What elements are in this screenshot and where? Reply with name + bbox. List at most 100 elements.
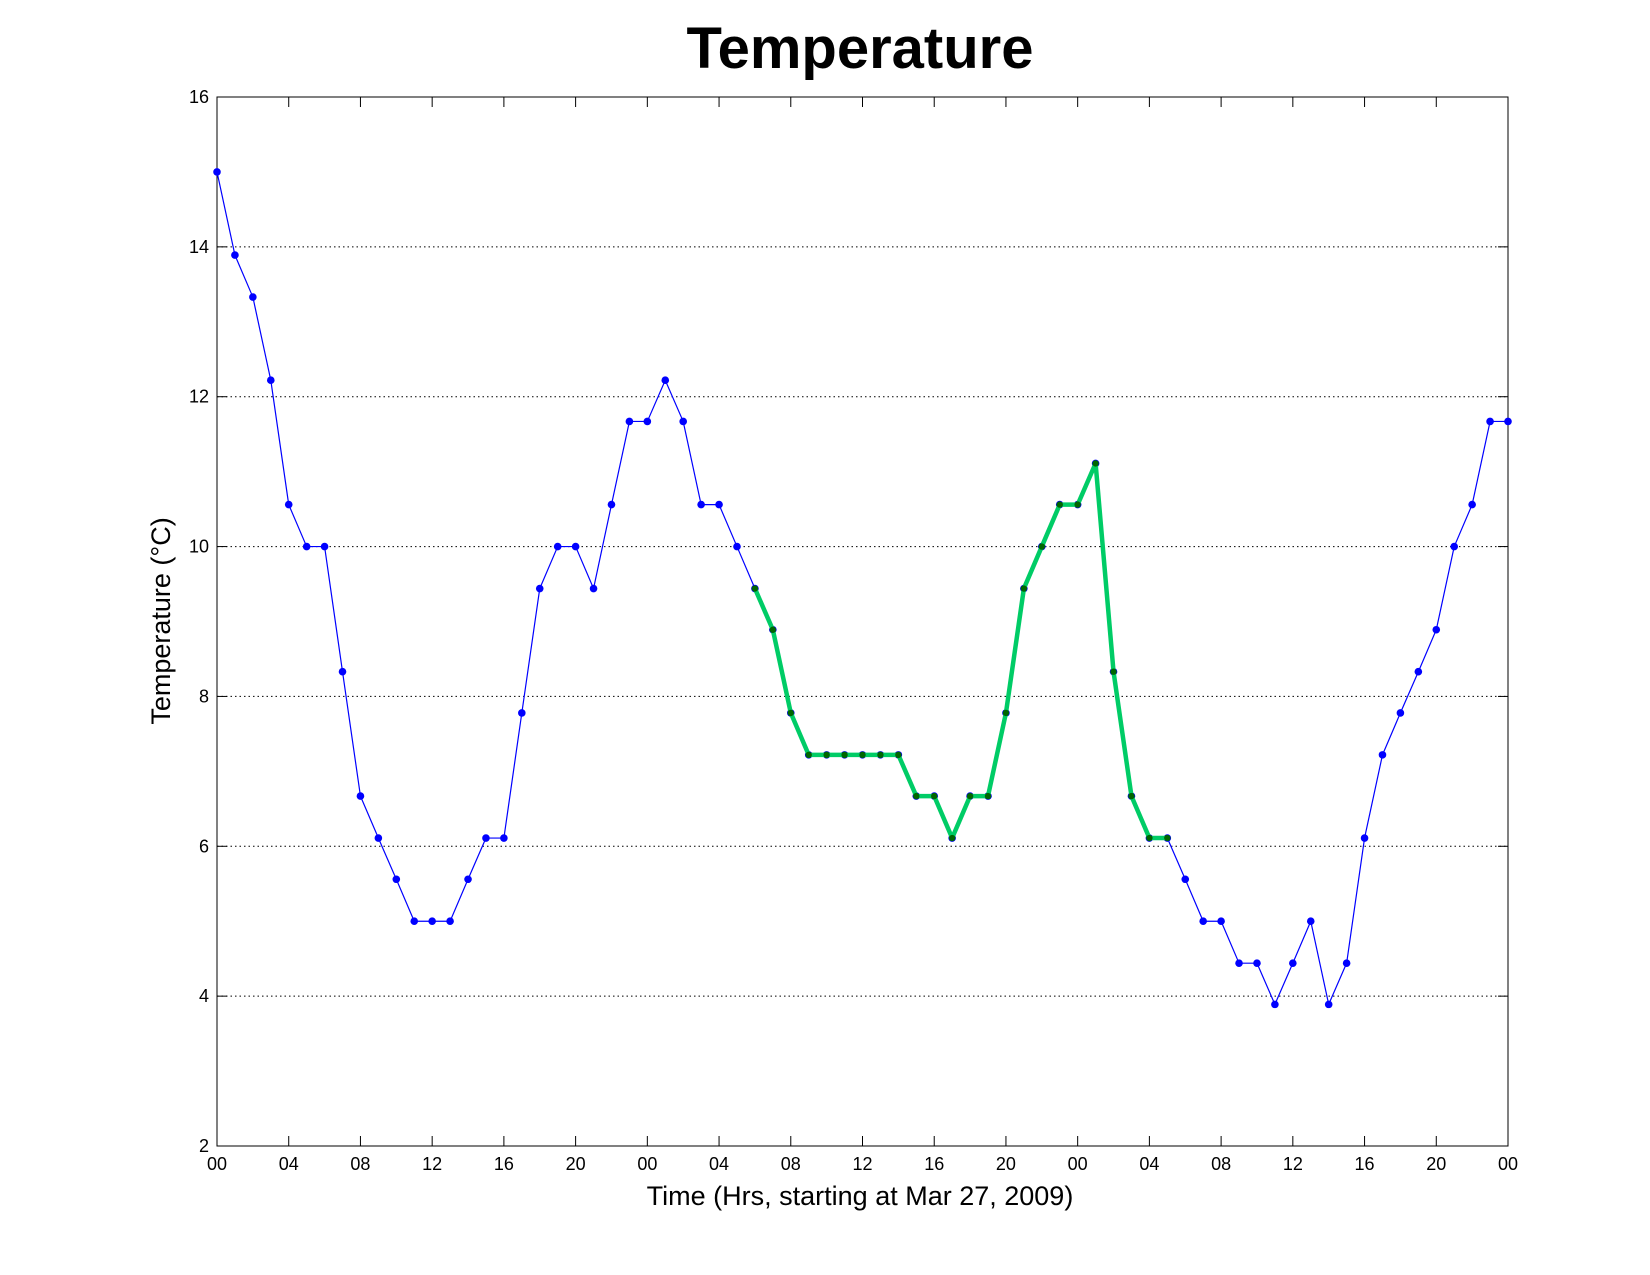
y-tick-label: 16 <box>189 87 209 107</box>
data-point <box>1199 917 1207 926</box>
x-tick-label: 16 <box>1355 1154 1375 1174</box>
x-tick-label: 08 <box>781 1154 801 1174</box>
data-point <box>589 584 598 593</box>
data-point <box>231 251 239 259</box>
y-axis-label: Temperature (°C) <box>146 517 176 724</box>
data-point <box>446 917 454 926</box>
chart-title: Temperature <box>686 16 1033 81</box>
highlight-data-point <box>913 792 920 800</box>
axis-ticks: 2 4 6 8 10 12 14 16 00 04 08 12 16 20 00 04 08 12 16 20 00 04… <box>189 87 1518 1174</box>
data-point <box>1253 959 1261 967</box>
highlight-data-point <box>1020 585 1028 592</box>
data-point <box>518 709 526 717</box>
x-tick-label: 20 <box>1426 1154 1446 1174</box>
data-point <box>266 376 275 385</box>
highlight-data-point <box>931 792 938 800</box>
y-tick-label: 14 <box>189 237 209 257</box>
x-tick-label: 00 <box>637 1154 657 1174</box>
highlight-data-point <box>859 751 866 759</box>
data-point <box>1324 1000 1333 1009</box>
x-tick-label: 12 <box>422 1154 442 1174</box>
x-tick-label: 20 <box>566 1154 586 1174</box>
highlight-data-point <box>1038 543 1046 550</box>
highlight-data-point <box>805 751 812 759</box>
y-tick-label: 10 <box>189 537 209 557</box>
data-point <box>1468 500 1476 509</box>
highlight-data-point <box>948 834 956 842</box>
highlight-data-point <box>1056 501 1063 508</box>
data-point <box>1271 1000 1279 1009</box>
y-tick-label: 12 <box>189 387 209 407</box>
x-tick-label: 08 <box>1211 1154 1231 1174</box>
data-point <box>1289 959 1297 967</box>
data-point <box>1378 751 1387 759</box>
x-tick-label: 00 <box>1068 1154 1088 1174</box>
x-tick-label: 04 <box>1139 1154 1159 1174</box>
x-axis-label: Time (Hrs, starting at Mar 27, 2009) <box>647 1181 1074 1211</box>
highlight-data-point <box>1092 460 1099 467</box>
x-tick-label: 04 <box>279 1154 299 1174</box>
y-tick-label: 8 <box>199 686 209 706</box>
x-tick-label: 08 <box>350 1154 370 1174</box>
data-point <box>392 875 401 884</box>
data-point <box>356 792 365 800</box>
x-tick-label: 12 <box>1283 1154 1303 1174</box>
data-point <box>1414 667 1423 676</box>
data-point <box>1486 417 1494 426</box>
highlight-data-point <box>787 709 794 717</box>
plot-area-frame <box>216 96 1509 1147</box>
data-point <box>535 584 544 593</box>
data-series <box>213 168 1512 1009</box>
data-point <box>249 293 257 301</box>
highlight-data-point <box>751 585 759 592</box>
highlight-data-point <box>966 792 974 800</box>
data-point <box>1360 834 1369 842</box>
highlight-data-point <box>841 751 848 759</box>
y-tick-label: 6 <box>199 836 209 856</box>
data-point <box>410 917 419 926</box>
data-point <box>338 667 347 676</box>
highlight-data-point <box>769 626 777 633</box>
highlight-data-point <box>1128 792 1135 800</box>
data-point <box>571 542 580 551</box>
highlight-data-point <box>895 751 902 759</box>
data-point <box>697 500 705 509</box>
highlight-data-point <box>1146 834 1153 842</box>
data-point <box>302 542 311 551</box>
data-point <box>715 500 723 509</box>
data-point <box>1235 959 1243 967</box>
data-point <box>661 376 670 385</box>
data-point <box>482 834 490 842</box>
data-point <box>1217 917 1225 926</box>
data-point <box>1306 917 1315 926</box>
data-point <box>643 417 652 426</box>
highlight-data-point <box>1164 834 1171 842</box>
data-point <box>1450 542 1459 551</box>
highlight-data-point <box>1110 668 1117 675</box>
data-point <box>1342 959 1351 967</box>
highlight-data-point <box>823 751 830 759</box>
series-line-main <box>216 171 1508 1005</box>
series-line-highlight <box>752 461 1168 841</box>
y-tick-label: 2 <box>199 1136 209 1156</box>
x-tick-label: 16 <box>494 1154 514 1174</box>
highlight-data-point <box>1074 501 1081 508</box>
data-point <box>428 917 436 926</box>
data-point <box>1181 875 1190 884</box>
x-tick-label: 00 <box>207 1154 227 1174</box>
x-tick-label: 20 <box>996 1154 1016 1174</box>
data-point <box>213 168 221 176</box>
data-point <box>1432 625 1441 634</box>
x-tick-label: 16 <box>924 1154 944 1174</box>
x-tick-label: 00 <box>1498 1154 1518 1174</box>
data-point <box>1396 709 1405 717</box>
x-tick-label: 12 <box>852 1154 872 1174</box>
data-point <box>553 542 562 551</box>
grid-lines <box>217 246 1508 997</box>
highlight-data-point <box>877 751 884 759</box>
highlight-data-point <box>984 792 992 800</box>
data-point <box>733 542 741 551</box>
data-point <box>679 417 687 426</box>
data-point <box>464 875 472 884</box>
